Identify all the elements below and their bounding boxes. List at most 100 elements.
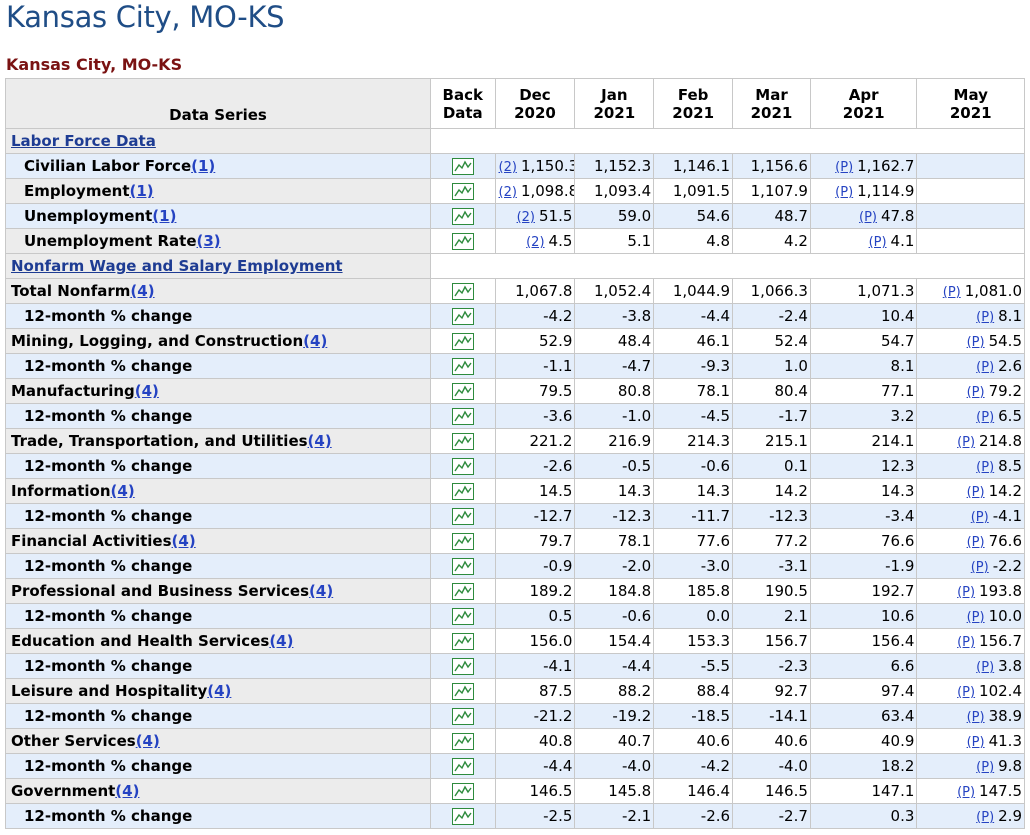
footnote-link[interactable]: (P) [966, 385, 985, 400]
chart-icon[interactable] [451, 332, 474, 350]
footnote-link[interactable]: (P) [957, 635, 976, 650]
footnote-link[interactable]: (P) [966, 710, 985, 725]
value-cell: 214.3 [653, 428, 734, 454]
chart-icon[interactable] [451, 532, 474, 550]
cell-value: 80.4 [774, 382, 808, 400]
footnote-link[interactable]: (4) [115, 782, 140, 800]
chart-icon[interactable] [451, 782, 474, 800]
cell-value: 8.5 [998, 457, 1022, 475]
section-title: Nonfarm Wage and Salary Employment [5, 253, 431, 279]
footnote-link[interactable]: (P) [976, 810, 995, 825]
footnote-link[interactable]: (4) [171, 532, 196, 550]
footnote-link[interactable]: (4) [303, 332, 328, 350]
footnote-link[interactable]: (P) [957, 435, 976, 450]
footnote-link[interactable]: (2) [526, 235, 545, 250]
footnote-link[interactable]: (2) [498, 185, 517, 200]
chart-icon[interactable] [451, 407, 474, 425]
chart-icon[interactable] [451, 182, 474, 200]
value-cell: 40.7 [574, 728, 655, 754]
chart-icon[interactable] [451, 657, 474, 675]
footnote-link[interactable]: (P) [976, 760, 995, 775]
footnote-link[interactable]: (P) [966, 735, 985, 750]
footnote-link[interactable]: (4) [309, 582, 334, 600]
footnote-link[interactable]: (P) [859, 210, 877, 225]
footnote-link[interactable]: (1) [129, 182, 154, 200]
chart-icon[interactable] [451, 432, 474, 450]
footnote-link[interactable]: (2) [498, 160, 517, 175]
footnote-link[interactable]: (P) [966, 610, 985, 625]
footnote-link[interactable]: (P) [957, 785, 976, 800]
chart-icon[interactable] [451, 632, 474, 650]
footnote-link[interactable]: (P) [957, 685, 976, 700]
value-cell: 6.6 [809, 653, 918, 679]
cell-value: -2.1 [621, 807, 652, 825]
footnote-link[interactable]: (P) [976, 660, 995, 675]
back-data-cell [430, 578, 496, 604]
footnote-link[interactable]: (P) [966, 535, 985, 550]
footnote-link[interactable]: (P) [868, 235, 887, 250]
footnote-link[interactable]: (P) [976, 460, 995, 475]
footnote-link[interactable]: (P) [976, 310, 995, 325]
footnote-link[interactable]: (4) [135, 732, 160, 750]
chart-icon[interactable] [451, 682, 474, 700]
footnote-link[interactable]: (P) [976, 360, 995, 375]
value-cell: -4.1 [494, 653, 576, 679]
chart-icon[interactable] [451, 457, 474, 475]
chart-icon[interactable] [451, 207, 474, 225]
chart-icon[interactable] [451, 557, 474, 575]
footnote-link[interactable]: (4) [307, 432, 332, 450]
value-cell: 78.1 [574, 528, 655, 554]
section-link[interactable]: Labor Force Data [11, 132, 156, 150]
chart-icon[interactable] [451, 157, 474, 175]
cell-value: -9.3 [700, 357, 731, 375]
footnote-link[interactable]: (4) [130, 282, 155, 300]
table-row: 12-month % change 0.5 -0.6 0.0 2.1 10.6 (P) 10.… [5, 603, 1025, 629]
chart-icon[interactable] [451, 357, 474, 375]
footnote-link[interactable]: (4) [110, 482, 135, 500]
chart-icon[interactable] [451, 732, 474, 750]
footnote-link[interactable]: (4) [134, 382, 159, 400]
cell-value: 2.9 [998, 807, 1022, 825]
footnote-link[interactable]: (P) [970, 560, 989, 575]
series-label: Employment(1) [5, 178, 431, 204]
back-data-cell [430, 803, 496, 829]
footnote-link[interactable]: (P) [835, 160, 854, 175]
footnote-link[interactable]: (P) [942, 285, 961, 300]
chart-icon[interactable] [451, 482, 474, 500]
value-cell: (P) 47.8 [809, 203, 918, 229]
chart-icon[interactable] [451, 807, 474, 825]
footnote-link[interactable]: (3) [196, 232, 221, 250]
value-cell: 146.5 [494, 778, 576, 804]
table-row: 12-month % change -4.2 -3.8 -4.4 -2.4 10.4 (P)… [5, 303, 1025, 329]
table-row: 12-month % change -3.6 -1.0 -4.5 -1.7 3.2 (P) 6… [5, 403, 1025, 429]
chart-icon[interactable] [451, 707, 474, 725]
footnote-link[interactable]: (1) [152, 207, 177, 225]
chart-icon[interactable] [451, 307, 474, 325]
footnote-link[interactable]: (4) [207, 682, 232, 700]
col-header-month: Feb 2021 [653, 78, 734, 129]
chart-icon[interactable] [451, 757, 474, 775]
footnote-link[interactable]: (4) [269, 632, 294, 650]
chart-icon[interactable] [451, 232, 474, 250]
area-subtitle: Kansas City, MO-KS [6, 55, 183, 74]
footnote-link[interactable]: (P) [970, 510, 989, 525]
value-cell: -2.3 [732, 653, 811, 679]
chart-icon[interactable] [451, 507, 474, 525]
footnote-link[interactable]: (P) [966, 335, 985, 350]
section-link[interactable]: Nonfarm Wage and Salary Employment [11, 257, 343, 275]
footnote-link[interactable]: (P) [835, 185, 854, 200]
footnote-link[interactable]: (2) [516, 210, 535, 225]
page-title: Kansas City, MO-KS [6, 0, 285, 34]
chart-icon[interactable] [451, 382, 474, 400]
footnote-link[interactable]: (P) [957, 585, 976, 600]
footnote-link[interactable]: (P) [976, 410, 995, 425]
footnote-link[interactable]: (1) [191, 157, 216, 175]
chart-icon[interactable] [451, 607, 474, 625]
chart-icon[interactable] [451, 282, 474, 300]
footnote-link[interactable]: (P) [966, 485, 985, 500]
chart-icon[interactable] [451, 582, 474, 600]
value-cell: 88.4 [653, 678, 734, 704]
cell-value: 40.8 [538, 732, 573, 750]
series-label-text: 12-month % change [24, 507, 193, 525]
value-cell: 1,066.3 [732, 278, 811, 304]
